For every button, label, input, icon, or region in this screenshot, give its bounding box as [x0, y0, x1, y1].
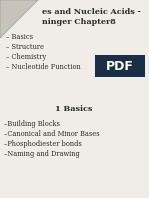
Text: –Naming and Drawing: –Naming and Drawing [4, 150, 80, 158]
FancyBboxPatch shape [95, 55, 145, 77]
Text: es and Nucleic Acids -: es and Nucleic Acids - [42, 8, 141, 16]
Text: ninger Chapter8: ninger Chapter8 [42, 18, 116, 26]
Text: –Canonical and Minor Bases: –Canonical and Minor Bases [4, 130, 100, 138]
Text: – Basics: – Basics [6, 33, 33, 41]
Text: – Structure: – Structure [6, 43, 44, 51]
Polygon shape [0, 0, 38, 38]
Text: PDF: PDF [106, 60, 134, 72]
Text: –Building Blocks: –Building Blocks [4, 120, 60, 128]
Text: – Chemistry: – Chemistry [6, 53, 46, 61]
Text: 1 Basics: 1 Basics [55, 105, 93, 113]
Text: –Phosphodiester bonds: –Phosphodiester bonds [4, 140, 82, 148]
Text: – Nucleotide Function: – Nucleotide Function [6, 63, 81, 71]
